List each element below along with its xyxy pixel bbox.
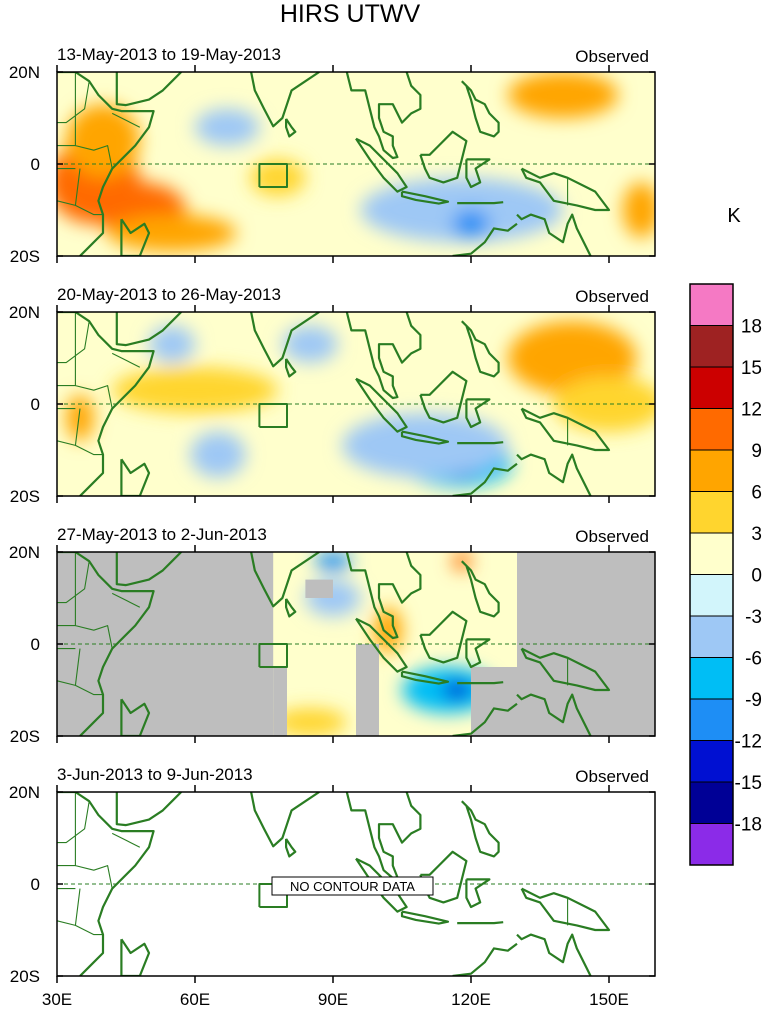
colorbar-swatch	[689, 366, 734, 409]
colorbar-swatch	[689, 325, 734, 368]
x-tick-label: 30E	[42, 990, 72, 1009]
no-data-label: NO CONTOUR DATA	[290, 879, 415, 894]
panel-period-label: 13-May-2013 to 19-May-2013	[57, 45, 281, 64]
coastlines	[57, 312, 611, 496]
colorbar-swatch	[689, 698, 734, 741]
anomaly-cell	[314, 552, 352, 571]
colorbar-swatch	[689, 574, 734, 617]
colorbar-swatch	[689, 532, 734, 575]
colorbar-label: 9	[751, 441, 762, 462]
coastlines	[57, 72, 611, 256]
y-tick-label: 20N	[9, 63, 40, 82]
colorbar-swatch	[689, 283, 734, 326]
x-tick-label: 60E	[180, 990, 210, 1009]
y-tick-label: 20N	[9, 303, 40, 322]
map-panel: NO CONTOUR DATA 3-Jun-2013 to 9-Jun-2013 O…	[9, 765, 656, 1009]
figure-title: HIRS UTWV	[280, 0, 421, 28]
y-tick-label: 20S	[10, 727, 40, 746]
anomaly-cell	[107, 214, 237, 252]
colorbar-label: 0	[751, 566, 762, 587]
y-tick-label: 20N	[9, 783, 40, 802]
missing-data-region	[471, 667, 517, 736]
panel-status-label: Observed	[575, 47, 649, 66]
colorbar-label: 3	[751, 524, 762, 545]
map-panels: 13-May-2013 to 19-May-2013 Observed20N020…	[9, 45, 656, 1009]
x-tick-label: 120E	[451, 990, 491, 1009]
colorbar: K 18 15 12 9 6 3 0 -3 -6 -9 -12 -15 -18	[689, 205, 762, 866]
anomaly-cell	[66, 394, 94, 441]
missing-data-region	[356, 644, 379, 736]
colorbar-swatch	[689, 823, 734, 866]
anomaly-cell	[195, 108, 260, 146]
anomaly-cell	[452, 210, 490, 238]
colorbar-label: -9	[745, 690, 762, 711]
colorbar-label: -12	[735, 732, 762, 753]
y-tick-label: 0	[31, 395, 40, 414]
anomaly-cell	[190, 431, 246, 478]
colorbar-swatch	[689, 781, 734, 824]
anomaly-cell	[282, 325, 338, 363]
panel-period-label: 27-May-2013 to 2-Jun-2013	[57, 525, 267, 544]
panel-status-label: Observed	[575, 287, 649, 306]
anomaly-cell	[273, 708, 347, 736]
x-tick-label: 90E	[318, 990, 348, 1009]
map-panel: 27-May-2013 to 2-Jun-2013 Observed 20N 0 20S	[9, 525, 656, 746]
y-tick-label: 0	[31, 155, 40, 174]
panel-period-label: 3-Jun-2013 to 9-Jun-2013	[57, 765, 253, 784]
colorbar-label: 18	[741, 317, 762, 338]
missing-data-region	[305, 579, 333, 598]
colorbar-swatch	[689, 615, 734, 658]
y-tick-label: 0	[31, 635, 40, 654]
map-panel: 13-May-2013 to 19-May-2013 Observed 20N 0 20…	[9, 45, 656, 266]
anomaly-cell	[66, 104, 140, 178]
colorbar-label: 6	[751, 483, 762, 504]
panel-period-label: 20-May-2013 to 26-May-2013	[57, 285, 281, 304]
anomaly-cell	[507, 321, 637, 395]
colorbar-swatch	[689, 657, 734, 700]
y-tick-label: 0	[31, 875, 40, 894]
colorbar-label: -15	[735, 773, 762, 794]
anomaly-cell	[443, 680, 472, 700]
anomaly-cell	[112, 367, 278, 414]
missing-data-region	[273, 667, 287, 736]
panel-status-label: Observed	[575, 767, 649, 786]
y-tick-label: 20S	[10, 247, 40, 266]
y-tick-label: 20S	[10, 487, 40, 506]
anomaly-cell	[342, 413, 508, 478]
anomaly-cell	[374, 607, 403, 654]
x-tick-label: 150E	[589, 990, 629, 1009]
colorbar-frame	[689, 283, 734, 866]
colorbar-label: -6	[745, 649, 762, 670]
coastlines	[57, 552, 611, 736]
map-panel: 20-May-2013 to 26-May-2013 Observed 20N 0 20…	[9, 285, 656, 506]
anomaly-cell	[507, 72, 619, 118]
colorbar-label: -18	[735, 815, 762, 836]
no-data-box	[271, 876, 434, 896]
anomaly-cell	[149, 325, 195, 363]
y-tick-label: 20S	[10, 967, 40, 986]
colorbar-label: 12	[741, 400, 762, 421]
colorbar-swatch	[689, 408, 734, 451]
colorbar-label: -3	[745, 607, 762, 628]
colorbar-swatch	[689, 449, 734, 492]
colorbar-swatch	[689, 740, 734, 783]
anomaly-cell	[622, 182, 655, 238]
colorbar-unit: K	[727, 205, 741, 227]
panel-status-label: Observed	[575, 527, 649, 546]
colorbar-swatch	[689, 491, 734, 534]
colorbar-label: 15	[741, 358, 762, 379]
y-tick-label: 20N	[9, 543, 40, 562]
